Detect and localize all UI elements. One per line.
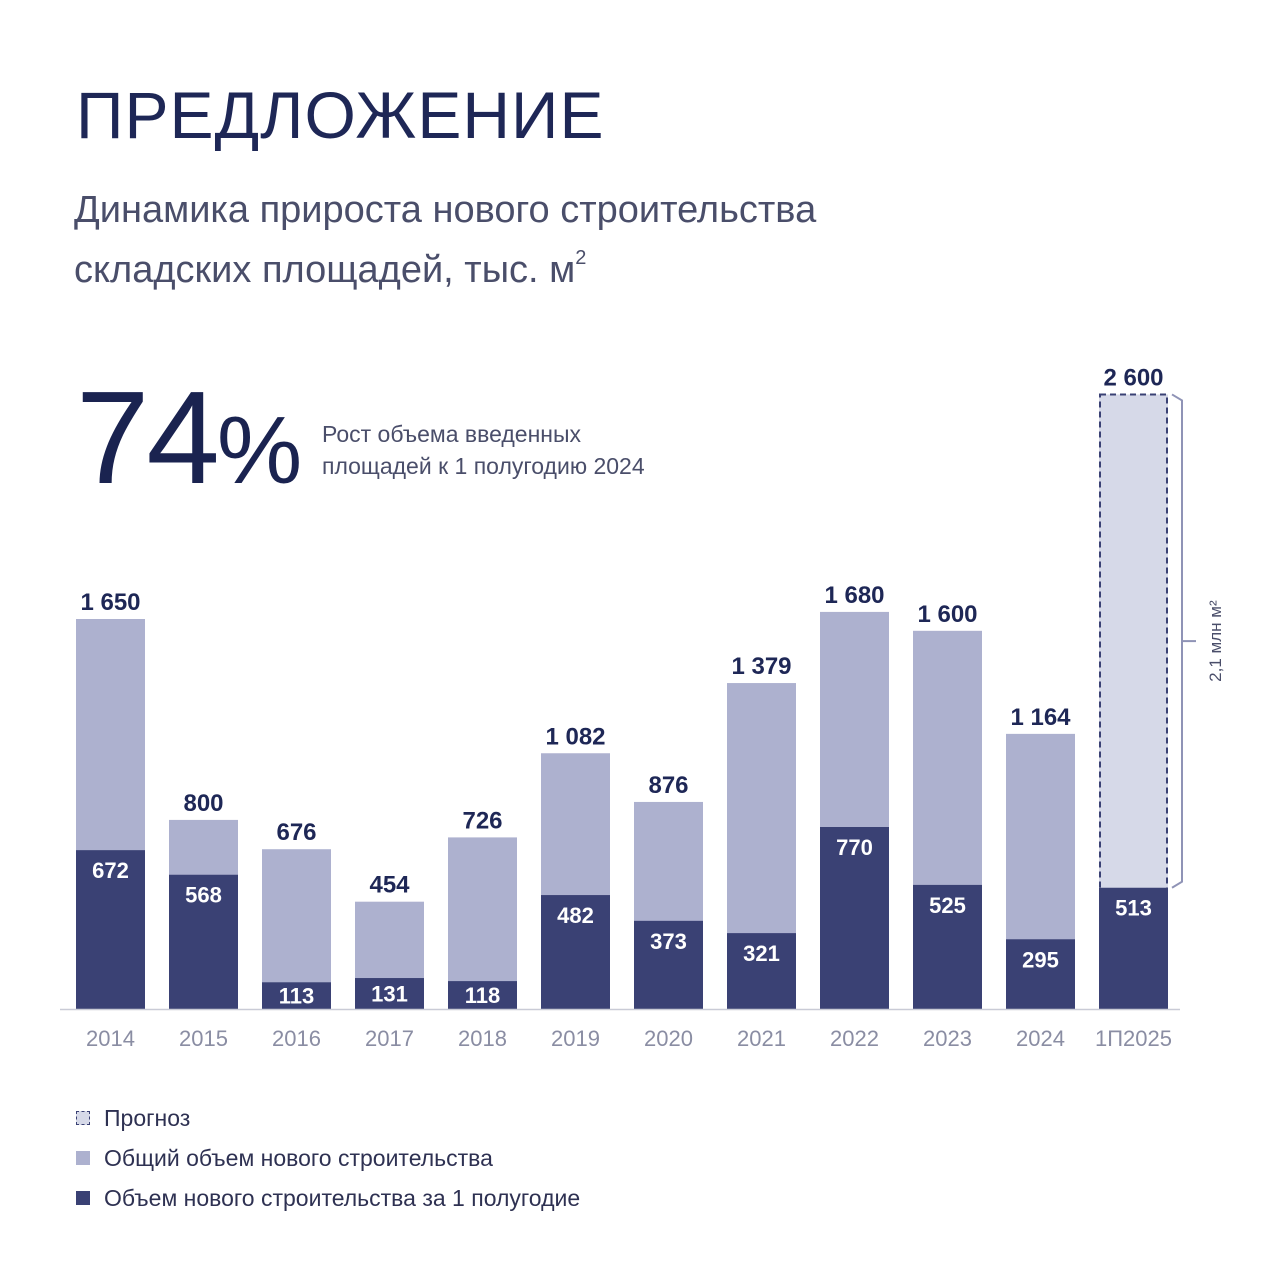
half-label-2015: 568 [185,883,222,908]
x-tick-2019: 2019 [551,1026,600,1051]
half-label-2017: 131 [371,982,408,1007]
legend-swatch-total [76,1151,90,1165]
x-tick-2020: 2020 [644,1026,693,1051]
subtitle-line1: Динамика прироста нового строительства [74,189,817,231]
total-label-2017: 454 [369,872,410,899]
forecast-annotation: 2,1 млн м² [1206,600,1225,682]
total-label-2019: 1 082 [545,723,605,750]
x-tick-2024: 2024 [1016,1026,1065,1051]
half-label-2024: 295 [1022,947,1059,972]
x-tick-2018: 2018 [458,1026,507,1051]
total-label-2018: 726 [462,807,502,834]
bar-half-2019 [541,895,610,1009]
legend-swatch-half [76,1191,90,1205]
total-label-1П2025: 2 600 [1103,364,1163,391]
legend-item-half: Объем нового строительства за 1 полугоди… [76,1180,580,1220]
kpi-text-line1: Рост объема введенных [322,421,582,447]
x-tick-2021: 2021 [737,1026,786,1051]
bar-half-2021 [727,933,796,1009]
bar-half-2014 [76,850,145,1009]
x-tick-2016: 2016 [272,1026,321,1051]
total-label-2022: 1 680 [824,582,884,609]
total-label-2024: 1 164 [1010,704,1071,731]
half-label-2019: 482 [557,903,594,928]
kpi-description: Рост объема введенных площадей к 1 полуг… [322,418,742,482]
x-tick-2015: 2015 [179,1026,228,1051]
legend-label-total: Общий объем нового строительства [104,1145,493,1171]
bar-half-2022 [820,827,889,1009]
bar-total-2018 [448,837,517,1009]
half-label-2023: 525 [929,893,966,918]
bar-half-2016 [262,982,331,1009]
forecast-bracket [1171,393,1183,889]
subtitle-superscript: 2 [575,247,587,269]
half-label-2022: 770 [836,835,873,860]
legend: Прогноз Общий объем нового строительства… [76,1100,580,1220]
legend-item-forecast: Прогноз [76,1100,580,1140]
bar-half-2024 [1006,939,1075,1009]
bar-half-2018 [448,981,517,1009]
bar-half-2023 [913,884,982,1009]
x-tick-1П2025: 1П2025 [1095,1026,1172,1051]
kpi-value: 74% [76,372,302,504]
half-label-2018: 118 [465,983,501,1008]
kpi-number-digits: 74 [76,364,220,511]
chart-subtitle: Динамика прироста нового строительства с… [74,186,974,294]
total-label-2016: 676 [276,819,316,846]
bar-half-2015 [169,874,238,1009]
kpi-percent-sign: % [216,397,303,504]
total-label-2014: 1 650 [80,589,140,616]
half-label-2021: 321 [743,941,780,966]
subtitle-line2: складских площадей, тыс. м [74,249,576,291]
legend-label-forecast: Прогноз [104,1105,191,1131]
half-label-2020: 373 [650,929,687,954]
total-label-2015: 800 [183,790,223,817]
bar-half-1П2025 [1099,887,1168,1009]
page-title: ПРЕДЛОЖЕНИЕ [76,78,605,152]
total-label-2020: 876 [648,772,688,799]
x-tick-2023: 2023 [923,1026,972,1051]
x-tick-2017: 2017 [365,1026,414,1051]
kpi-text-line2: площадей к 1 полугодию 2024 [322,453,645,479]
half-label-2016: 113 [279,984,315,1009]
bar-half-2020 [634,920,703,1009]
x-tick-2022: 2022 [830,1026,879,1051]
total-label-2023: 1 600 [917,601,977,628]
legend-swatch-forecast [76,1111,90,1125]
legend-item-total: Общий объем нового строительства [76,1140,580,1180]
x-tick-2014: 2014 [86,1026,135,1051]
bar-half-2017 [355,978,424,1009]
total-label-2021: 1 379 [731,653,791,680]
half-label-2014: 672 [92,858,129,883]
legend-label-half: Объем нового строительства за 1 полугоди… [104,1185,581,1211]
half-label-1П2025: 513 [1115,896,1152,921]
